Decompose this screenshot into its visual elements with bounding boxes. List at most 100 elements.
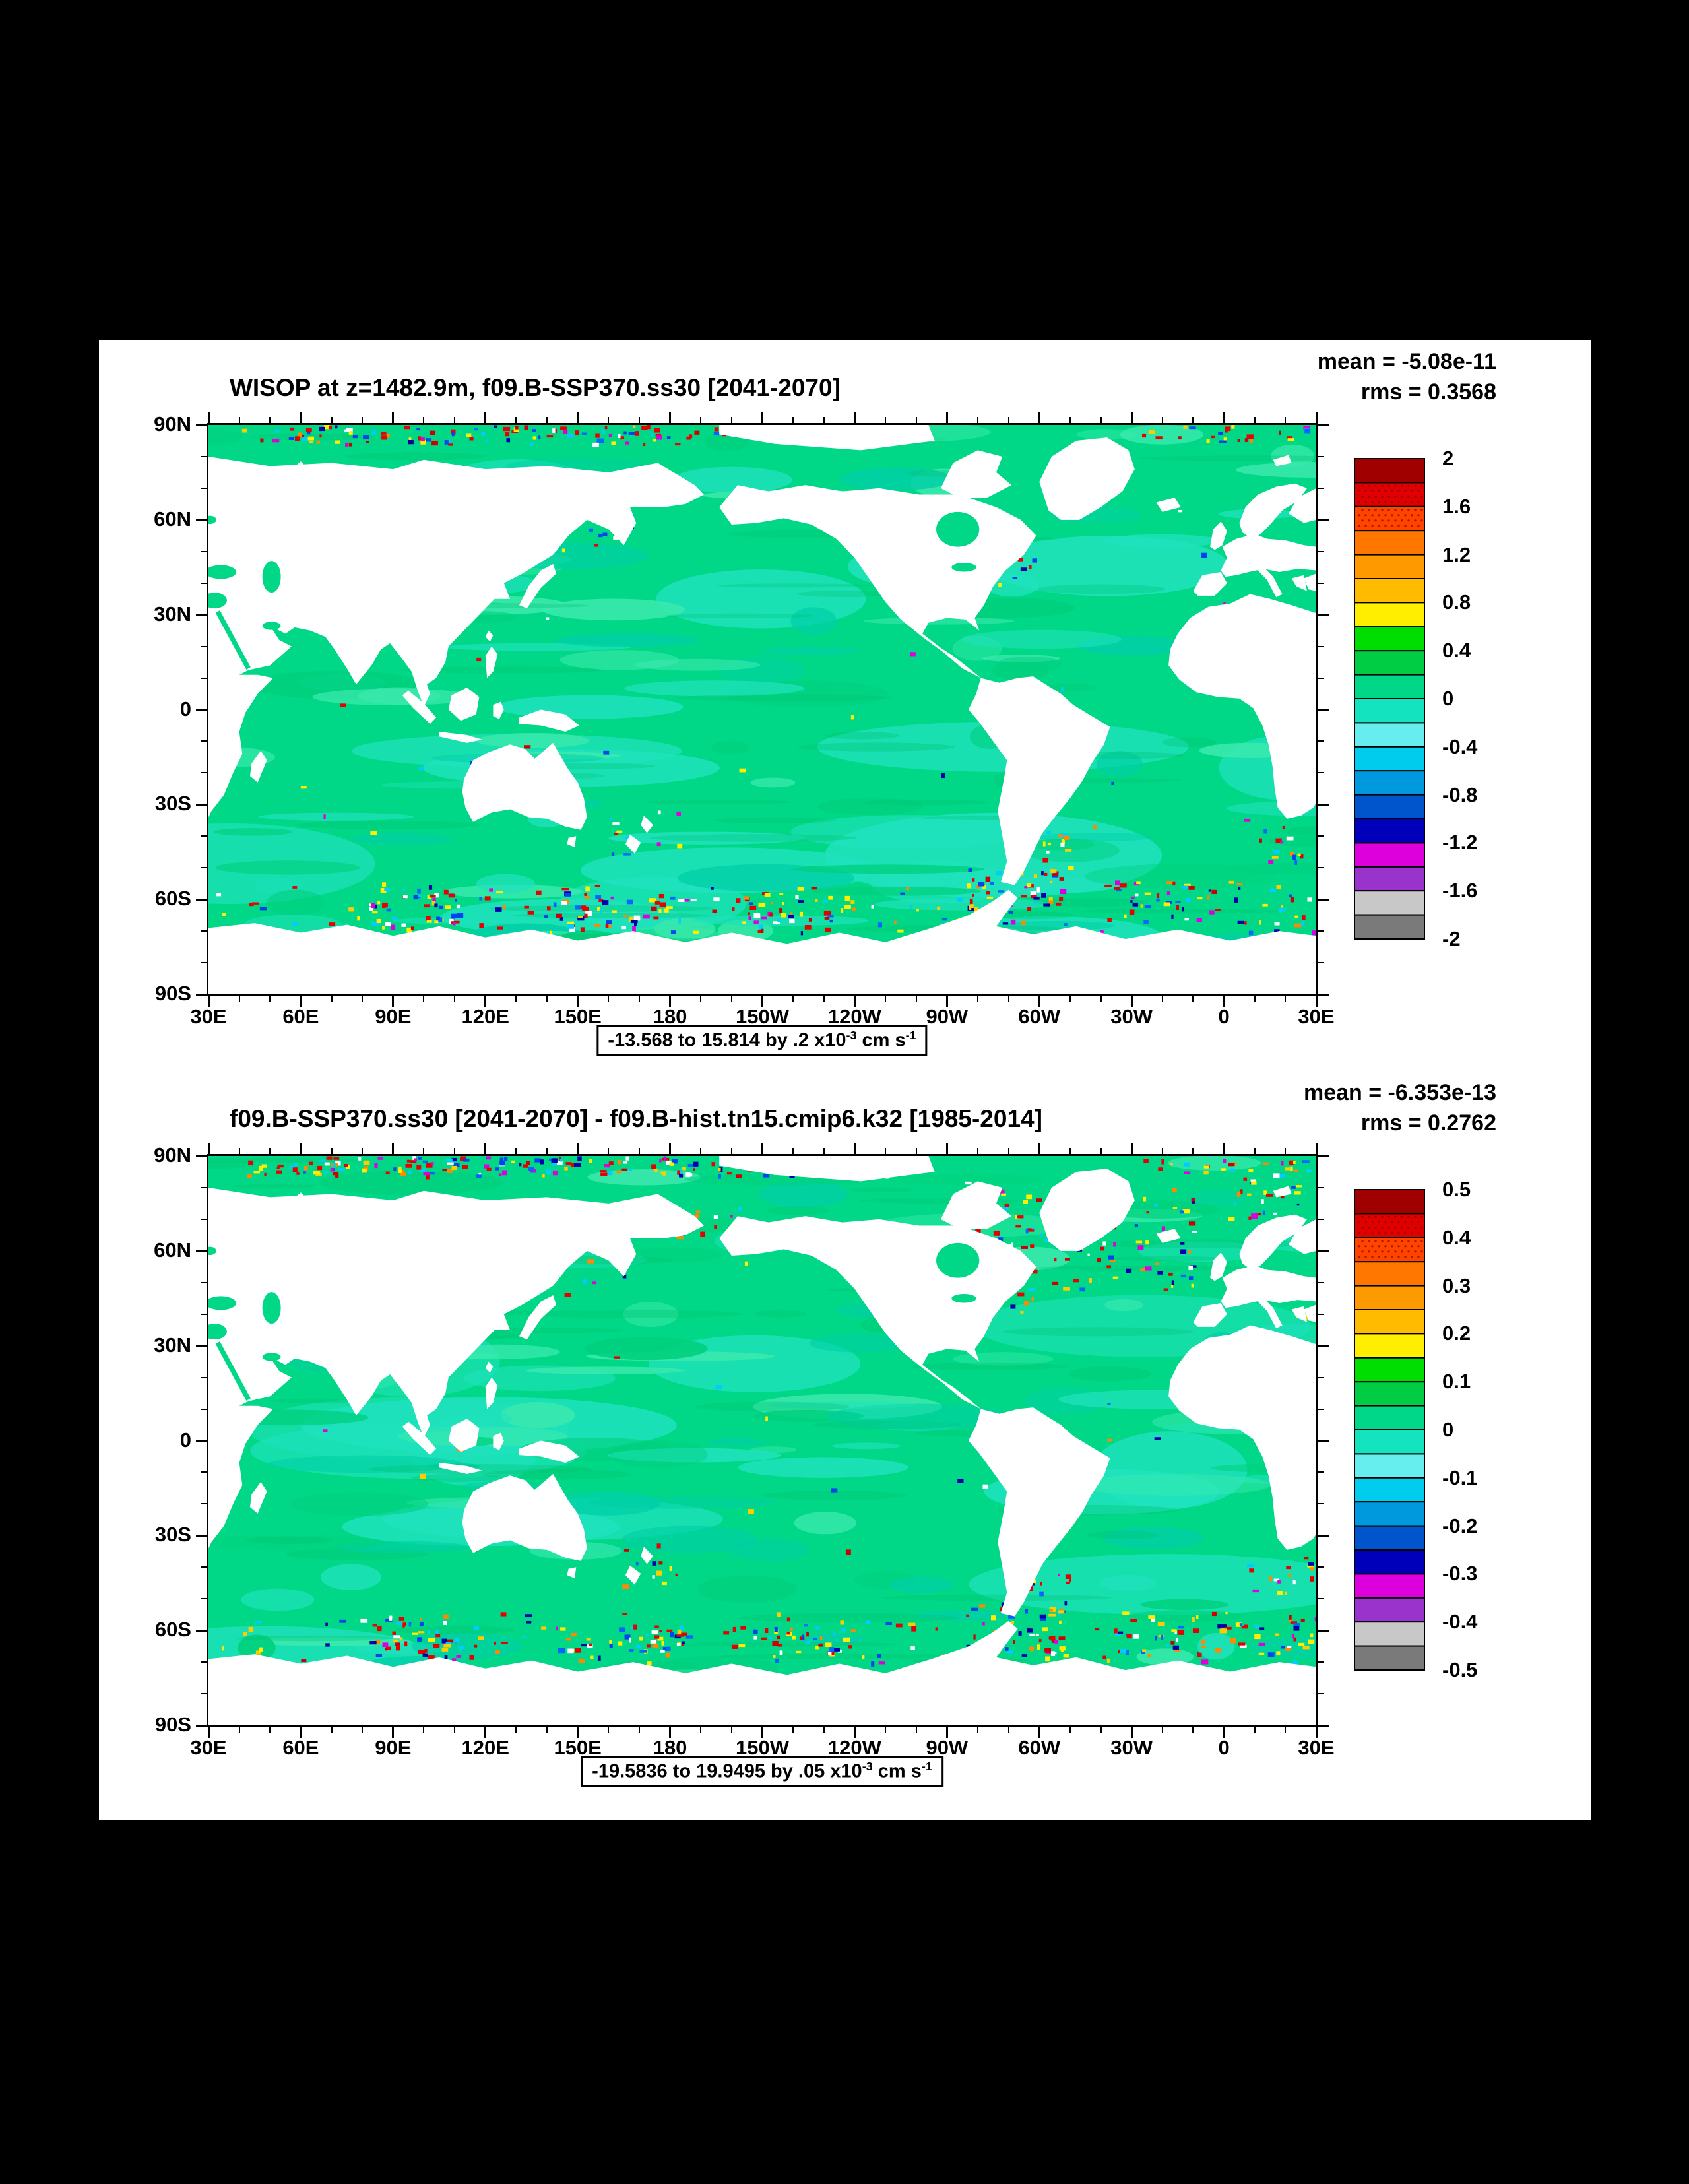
- colorbar-tick-label: 0.4: [1442, 1225, 1471, 1249]
- colorbar-box: [1354, 890, 1425, 916]
- lon-tick-label: 120E: [461, 1005, 509, 1028]
- lon-tick-label: 180: [653, 1736, 687, 1759]
- colorbar-box: [1354, 866, 1425, 892]
- lon-tick: [1285, 996, 1287, 1002]
- lat-tick: [196, 1345, 207, 1347]
- colorbar-box: [1354, 1645, 1425, 1671]
- lon-tick: [1007, 1148, 1009, 1154]
- lon-tick: [577, 1727, 579, 1738]
- lat-tick: [196, 803, 207, 806]
- map-panel-bottom: mean = -6.353e-13 rms = 0.2762 f09.B-SSP…: [99, 1071, 1591, 1803]
- colorbar: [1354, 1189, 1425, 1671]
- colorbar-box: [1354, 698, 1425, 724]
- colorbar-box: [1354, 1477, 1425, 1503]
- lon-tick: [730, 996, 732, 1002]
- range-units: cm s: [872, 1760, 922, 1782]
- lon-tick-label: 30E: [1298, 1736, 1335, 1759]
- lat-tick: [196, 1534, 207, 1537]
- lat-tick: [1318, 1376, 1324, 1378]
- range-exponent: -3: [846, 1029, 857, 1042]
- colorbar-tick-label: -0.4: [1442, 1610, 1478, 1634]
- lat-tick: [1318, 1250, 1329, 1252]
- inland-seas: [208, 1242, 980, 1401]
- lon-tick: [1315, 1143, 1318, 1154]
- range-text: -19.5836 to 19.9495 by .05 x10: [592, 1760, 862, 1782]
- lon-tick-label: 0: [1218, 1736, 1230, 1759]
- lon-tick-label: 0: [1218, 1005, 1230, 1028]
- colorbar-box: [1354, 578, 1425, 604]
- world-map-canvas: [208, 1156, 1316, 1725]
- lat-tick: [1318, 1534, 1329, 1537]
- mean-value: mean = -6.353e-13: [1303, 1080, 1496, 1105]
- lon-tick: [392, 996, 395, 1007]
- lon-tick: [1038, 412, 1040, 423]
- lon-tick: [546, 996, 548, 1002]
- colorbar-box: [1354, 1333, 1425, 1359]
- colorbar-box: [1354, 1549, 1425, 1575]
- lat-tick: [201, 1471, 207, 1473]
- lat-tick: [1318, 740, 1324, 742]
- lon-tick: [1161, 1148, 1163, 1154]
- plot-sheet: mean = -5.08e-11 rms = 0.3568 WISOP at z…: [99, 340, 1591, 1820]
- colorbar-box: [1354, 1309, 1425, 1335]
- lat-tick: [1318, 930, 1324, 932]
- colorbar-box: [1354, 602, 1425, 627]
- lon-tick-label: 60E: [282, 1736, 319, 1759]
- colorbar-box: [1354, 722, 1425, 748]
- lat-tick: [1318, 962, 1324, 964]
- lon-tick: [823, 1727, 825, 1733]
- lon-tick: [1254, 417, 1256, 423]
- map-plot-area: [207, 1154, 1318, 1727]
- lon-tick-label: 90W: [926, 1005, 969, 1028]
- lat-tick-label: 90N: [154, 1143, 191, 1167]
- lon-tick-label: 90E: [375, 1005, 412, 1028]
- lat-tick: [1318, 550, 1324, 552]
- lon-tick: [577, 412, 579, 423]
- colorbar-box: [1354, 1285, 1425, 1311]
- lon-tick: [1285, 1727, 1287, 1733]
- lat-tick: [1318, 1281, 1324, 1283]
- lon-tick: [423, 996, 425, 1002]
- lon-tick: [484, 1727, 487, 1738]
- colorbar-box: [1354, 746, 1425, 772]
- lon-tick: [608, 1148, 610, 1154]
- colorbar-tick-label: 0: [1442, 687, 1454, 710]
- lon-tick: [269, 1148, 271, 1154]
- lat-tick: [201, 1598, 207, 1600]
- lon-tick: [730, 1727, 732, 1733]
- stats-block: mean = -5.08e-11 rms = 0.3568: [1023, 346, 1496, 407]
- lon-tick: [792, 1727, 794, 1733]
- lat-tick: [1318, 709, 1329, 711]
- lon-tick: [1161, 996, 1163, 1002]
- lon-tick: [885, 996, 887, 1002]
- lat-tick: [1318, 1345, 1329, 1347]
- lat-tick: [1318, 1155, 1329, 1157]
- lon-tick: [669, 996, 672, 1007]
- lat-tick: [196, 519, 207, 521]
- lat-tick: [1318, 677, 1324, 679]
- lon-tick: [638, 996, 640, 1002]
- lon-tick-label: 180: [653, 1005, 687, 1028]
- lon-tick: [1100, 1727, 1102, 1733]
- lon-tick: [1069, 417, 1071, 423]
- lat-tick: [196, 993, 207, 996]
- lat-tick: [201, 1408, 207, 1410]
- lat-tick-label: 60N: [154, 507, 191, 530]
- lon-tick: [792, 996, 794, 1002]
- lon-tick: [1285, 1148, 1287, 1154]
- lon-tick: [853, 1143, 856, 1154]
- lon-tick: [730, 1148, 732, 1154]
- lon-tick: [608, 996, 610, 1002]
- lat-tick: [1318, 1440, 1329, 1442]
- lat-tick: [1318, 867, 1324, 869]
- lat-tick: [201, 455, 207, 457]
- colorbar-tick-label: 1.2: [1442, 542, 1471, 566]
- lon-tick: [853, 1727, 856, 1738]
- colorbar-tick-label: -0.5: [1442, 1658, 1478, 1681]
- lat-tick: [1318, 1724, 1329, 1727]
- lon-tick: [761, 1727, 763, 1738]
- lon-tick: [1007, 996, 1009, 1002]
- lat-tick: [196, 1155, 207, 1157]
- lat-tick-label: 30N: [154, 1333, 191, 1357]
